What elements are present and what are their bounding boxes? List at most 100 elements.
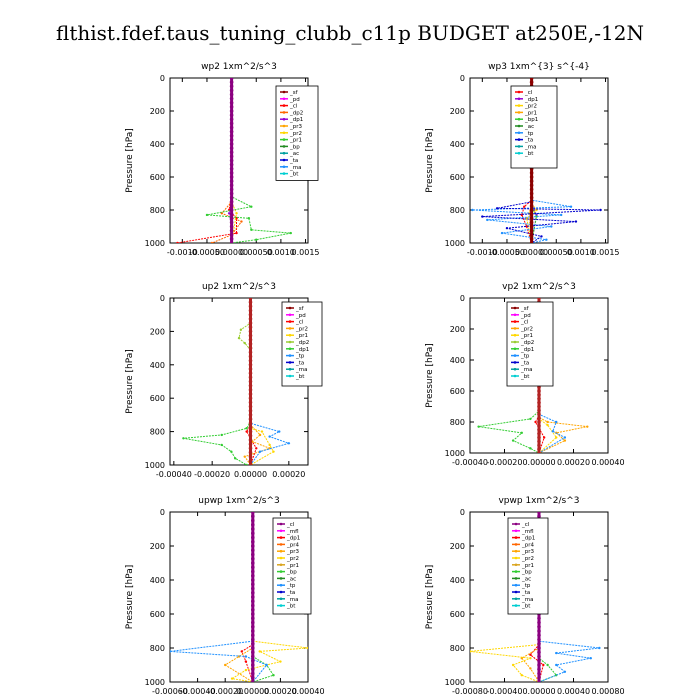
main-profile-point <box>251 518 255 523</box>
y-tick-label: 0 <box>160 508 165 517</box>
main-profile-point <box>251 671 255 676</box>
panel-1: wp2 1xm^2/s^3 Pressure [hPa] 0 200 400 600 800… <box>125 62 320 257</box>
main-profile-point <box>251 658 255 663</box>
legend-entry: _ta <box>524 138 533 144</box>
main-profile-point <box>529 212 534 216</box>
y-tick-label: 800 <box>450 418 465 427</box>
series-point-dp1 <box>542 663 545 667</box>
y-tick-label: 600 <box>150 173 165 182</box>
main-profile-point <box>229 80 234 84</box>
main-profile-point <box>251 616 255 621</box>
main-profile-point <box>229 204 234 208</box>
legend-entry: _bt <box>524 151 534 157</box>
main-profile-point <box>537 427 541 432</box>
plot-frame <box>469 77 609 244</box>
series-line-ta <box>482 78 601 243</box>
panel-title: wp2 1xm^2/s^3 <box>201 62 277 72</box>
main-profile-point <box>251 607 255 612</box>
series-point-dp1 <box>529 653 532 656</box>
series-point-dp1 <box>240 650 243 653</box>
legend-marker <box>279 570 283 573</box>
main-profile-point <box>251 612 255 616</box>
main-profile-point <box>529 183 534 188</box>
series-point-tp <box>589 657 592 660</box>
legend-entry: _tp <box>295 354 305 360</box>
legend-entry: _ta <box>295 360 304 366</box>
legend-marker <box>279 522 283 526</box>
panel-title: wp3 1xm^{3} s^{-4} <box>488 62 590 72</box>
series-point-tp <box>265 663 268 667</box>
y-tick-label: 800 <box>150 428 165 437</box>
legend-entry: _cl <box>295 320 304 326</box>
legend-entry: _tp <box>524 131 534 137</box>
legend-marker <box>282 111 286 114</box>
series-point-pr2 <box>244 668 248 672</box>
series-point-cl <box>235 231 238 235</box>
series-point-pr2 <box>470 650 472 653</box>
main-profile-point <box>529 228 534 233</box>
legend-entry: _pr4 <box>521 542 535 548</box>
main-profile-point <box>251 552 255 557</box>
panel-title: vp2 1xm^2/s^3 <box>502 282 576 292</box>
legend-entry: _pr2 <box>286 556 299 562</box>
main-profile-point <box>537 298 541 300</box>
series-point-pr1 <box>272 450 275 453</box>
x-tick-label: 0.0015 <box>292 248 320 257</box>
main-profile-point <box>248 346 253 350</box>
legend-marker <box>514 529 518 533</box>
series-point-tp <box>244 655 248 658</box>
series-point-tp <box>170 650 172 653</box>
main-profile-point <box>529 216 534 221</box>
main-profile-point <box>537 654 541 659</box>
legend-entry: _ta <box>286 590 295 596</box>
legend-marker <box>282 117 286 121</box>
legend-entry: _ma <box>524 144 536 150</box>
main-profile-point <box>537 400 541 405</box>
main-profile-point <box>248 300 253 304</box>
main-profile-point <box>537 512 541 514</box>
plot-area <box>170 512 308 682</box>
legend-marker <box>514 590 518 594</box>
main-profile-point <box>229 187 234 192</box>
legend-entry: _dp1 <box>521 536 535 542</box>
main-profile-point <box>251 578 255 582</box>
series-point-pr1 <box>250 228 253 231</box>
legend-entry: _pd <box>295 313 306 319</box>
y-tick-label: 800 <box>150 644 165 653</box>
legend-marker <box>279 563 283 567</box>
legend-marker <box>279 529 283 533</box>
panel-2: wp3 1xm^{3} s^{-4} Pressure [hPa] 0 200 400 6… <box>425 62 620 257</box>
series-point-pr1 <box>289 231 292 235</box>
panel-title: upwp 1xm^2/s^3 <box>198 496 279 506</box>
series-point-pr1 <box>255 238 258 241</box>
x-tick-label: -0.00020 <box>487 458 523 467</box>
series-point-pr1 <box>205 213 209 217</box>
legend-marker <box>513 313 517 317</box>
panel-3: up2 1xm^2/s^3 Pressure [hPa] 0 200 400 600 800… <box>125 282 323 479</box>
y-axis-label: Pressure [hPa] <box>125 128 135 193</box>
legend-entry: _bp <box>286 570 297 576</box>
legend-entry: _dp1 <box>289 117 303 123</box>
y-axis-label: Pressure [hPa] <box>425 128 435 193</box>
legend-entry: _pr4 <box>286 542 300 548</box>
x-tick-label: 0.0010 <box>567 248 595 257</box>
series-point-dp1 <box>529 417 532 421</box>
main-profile-point <box>537 641 541 646</box>
main-profile-point <box>248 363 253 367</box>
y-tick-label: 400 <box>450 576 465 585</box>
y-tick-label: 600 <box>150 610 165 619</box>
legend-marker <box>513 327 517 330</box>
main-profile-point <box>251 569 255 574</box>
main-profile-point <box>251 586 255 591</box>
legend-entry: _ac <box>524 124 534 130</box>
series-point-pr2 <box>258 433 262 437</box>
legend-marker <box>279 583 283 587</box>
legend-entry: _tp <box>286 583 296 589</box>
main-profile-point <box>251 561 255 565</box>
legend-marker <box>279 604 283 607</box>
x-tick-label: 0.0010 <box>267 248 295 257</box>
legend-entry: _pr1 <box>520 333 533 339</box>
series-point-pr1 <box>247 217 251 220</box>
main-profile-point <box>251 646 255 650</box>
main-profile-point <box>251 539 255 544</box>
